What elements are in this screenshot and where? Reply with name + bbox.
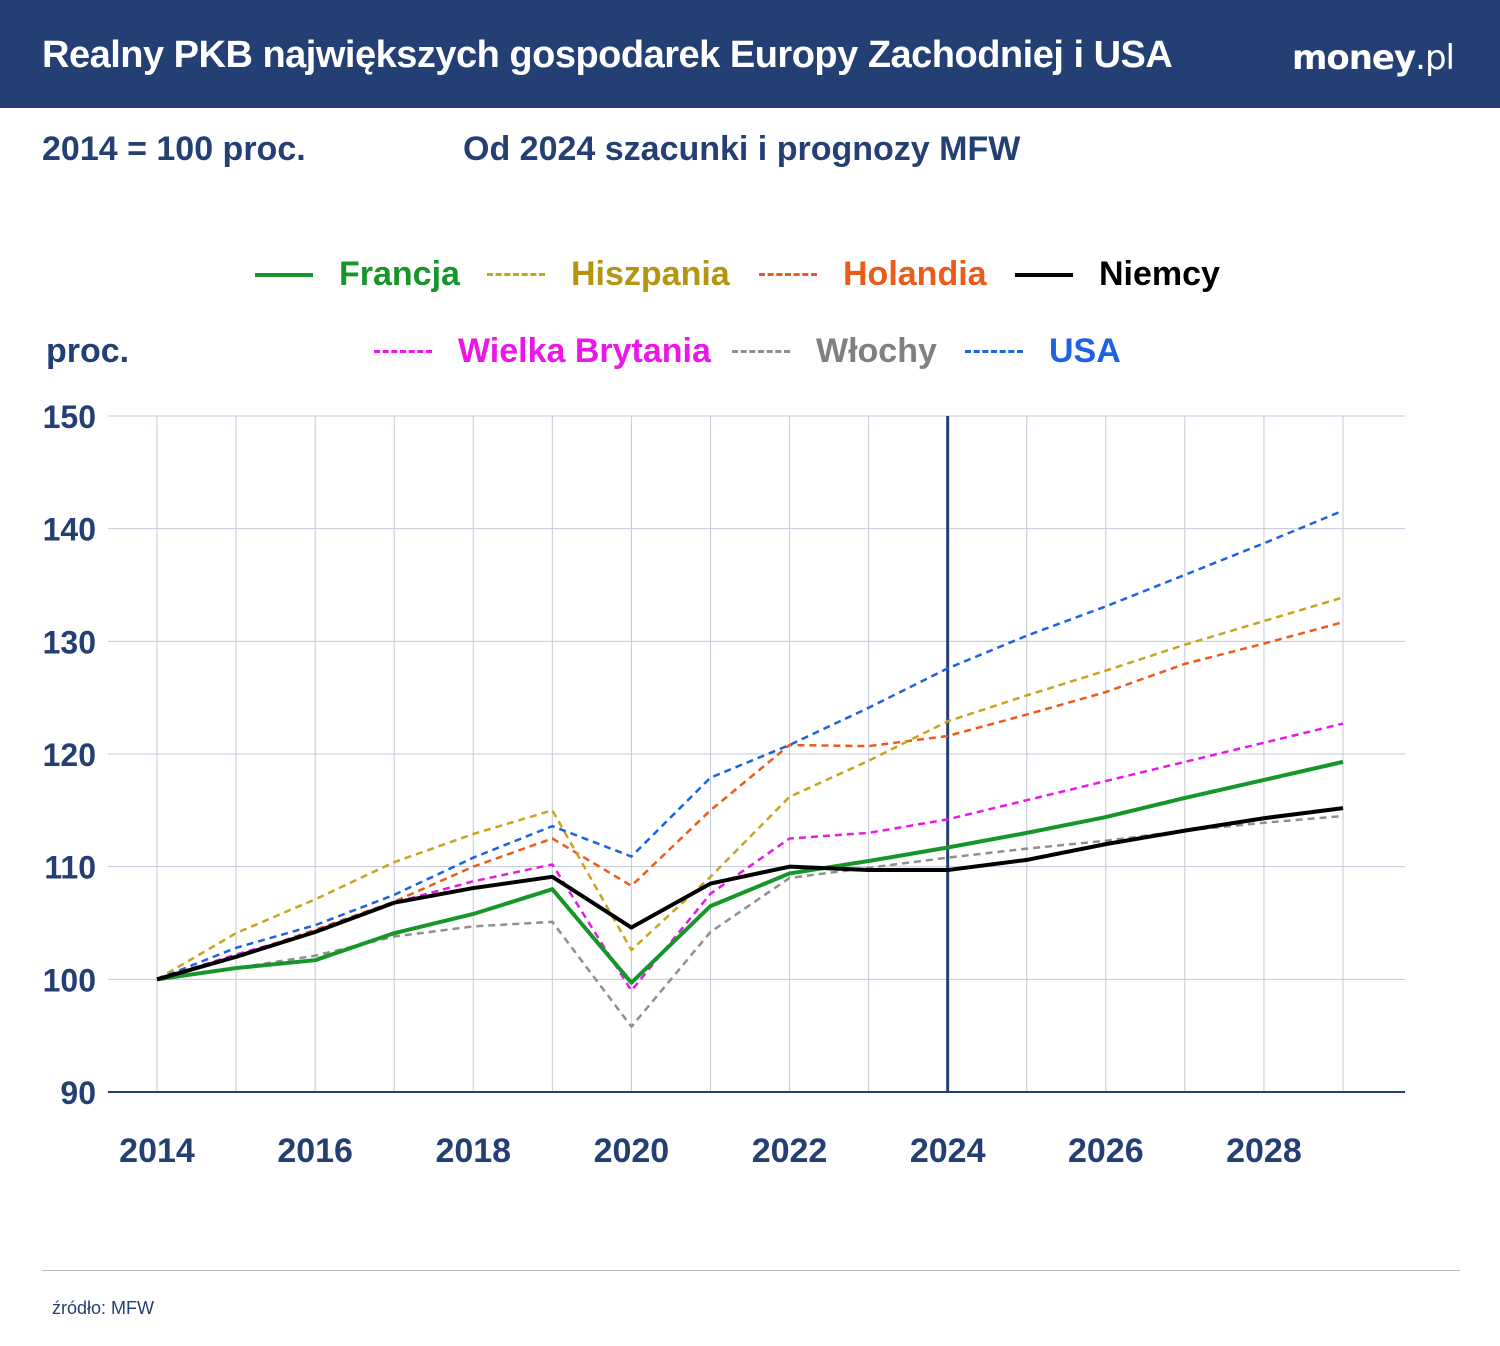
legend-swatch (255, 272, 313, 277)
x-tick-label: 2028 (1226, 1132, 1302, 1170)
source-note: źródło: MFW (52, 1298, 155, 1318)
legend-item: Włochy (732, 332, 937, 371)
x-tick-label: 2024 (910, 1132, 986, 1170)
legend-item: Francja (255, 255, 460, 294)
legend-item: Holandia (759, 255, 987, 294)
series-line-niemcy (156, 806, 1344, 982)
y-tick-label: 150 (43, 399, 96, 435)
series-line-francja (156, 759, 1344, 985)
series-line-włochy (156, 814, 1344, 1028)
y-axis-label: proc. (46, 332, 130, 370)
x-tick-label: 2018 (435, 1132, 511, 1170)
legend-swatch (965, 350, 1023, 353)
x-tick-label: 2014 (119, 1132, 195, 1170)
chart-title: Realny PKB największych gospodarek Europ… (42, 34, 1173, 76)
x-tick-label: 2026 (1068, 1132, 1144, 1170)
legend-label: Wielka Brytania (458, 332, 711, 370)
series-line-hiszpania (156, 596, 1344, 981)
y-tick-label: 90 (60, 1075, 96, 1111)
subtitle-forecast: Od 2024 szacunki i prognozy MFW (463, 130, 1021, 168)
legend-swatch (759, 273, 817, 276)
y-tick-label: 110 (44, 850, 96, 886)
x-tick-label: 2020 (594, 1132, 670, 1170)
y-tick-label: 130 (43, 624, 96, 660)
legend-item: USA (965, 332, 1121, 371)
legend-item: Wielka Brytania (374, 332, 711, 371)
legend-label: Holandia (843, 255, 987, 293)
legend-label: Francja (339, 255, 460, 293)
series-line-usa (156, 509, 1344, 981)
y-tick-label: 120 (43, 737, 96, 773)
x-tick-label: 2022 (752, 1132, 828, 1170)
legend-label: Niemcy (1099, 255, 1220, 293)
legend-label: Włochy (816, 332, 937, 370)
legend-swatch (732, 350, 790, 353)
legend-item: Hiszpania (487, 255, 730, 294)
legend-label: USA (1049, 332, 1121, 370)
legend-swatch (487, 273, 545, 276)
legend-label: Hiszpania (571, 255, 730, 293)
legend-swatch (374, 350, 432, 353)
subtitle-base: 2014 = 100 proc. (42, 130, 306, 168)
legend-swatch (1015, 272, 1073, 277)
y-tick-label: 140 (43, 512, 96, 548)
money-pl-logo: money.pl (1291, 38, 1455, 78)
footer-divider (42, 1270, 1460, 1271)
x-tick-label: 2016 (277, 1132, 353, 1170)
y-tick-label: 100 (43, 962, 96, 998)
legend-item: Niemcy (1015, 255, 1220, 294)
header: Realny PKB największych gospodarek Europ… (0, 0, 1500, 108)
